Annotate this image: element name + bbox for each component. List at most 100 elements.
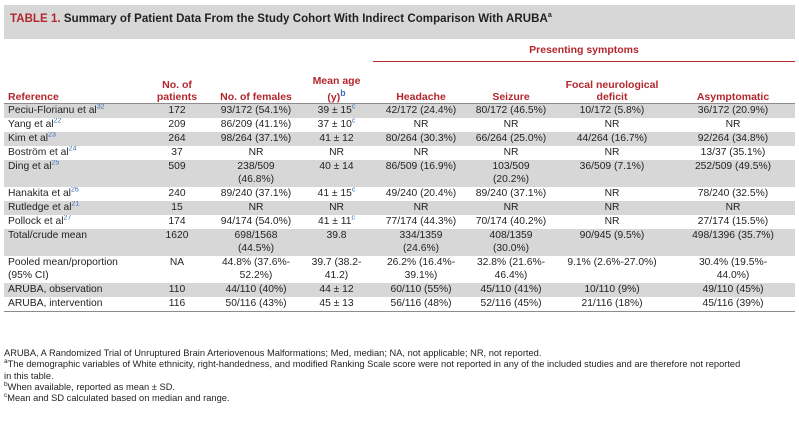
cell-females: 98/264 (37.1%) <box>212 132 300 146</box>
col-reference: Reference <box>4 61 142 104</box>
cell-females: NR <box>212 201 300 215</box>
cell-patients: 1620 <box>142 229 212 256</box>
cell-reference: Hanakita et al26 <box>8 187 79 199</box>
cell-headache: NR <box>413 119 429 130</box>
cell-females: 698/1568 (44.5%) <box>212 229 300 256</box>
cell-patients: 240 <box>168 188 186 199</box>
cell-females: 44.8% (37.6%- 52.2%) <box>221 257 291 281</box>
cell-focal-deficit: 44/264 (16.7%) <box>553 132 671 146</box>
cell-patients: 209 <box>168 119 186 130</box>
table-row: Kim et al23 264 98/264 (37.1%) 41 ± 12 80/26… <box>4 132 796 146</box>
cell-patients: 110 <box>142 283 212 297</box>
cell-seizure: NR <box>503 147 519 158</box>
cell-patients: 174 <box>168 216 186 227</box>
cell-mean-age: 39 ± 15c <box>300 103 373 118</box>
cell-headache: 42/172 (24.4%) <box>373 103 469 118</box>
table-row: Boström et al24 37 NR NR NR NR NR 13/37 (35.1%) <box>4 146 795 160</box>
patient-data-table: Presenting symptoms Reference No. of pati… <box>4 39 796 312</box>
cell-headache: 60/110 (55%) <box>373 283 469 297</box>
cell-headache: 86/509 (16.9%) <box>373 160 469 187</box>
table-row: Pollock et al27 174 94/174 (54.0%) 41 ± 11c… <box>4 215 795 229</box>
cell-patients: 264 <box>142 132 212 146</box>
cell-focal-deficit: NR <box>604 147 620 158</box>
table-row: ARUBA, intervention 116 50/116 (43%) 45 ± 1… <box>4 297 796 312</box>
cell-focal-deficit: 9.1% (2.6%-27.0%) <box>567 257 657 268</box>
cell-seizure: 408/1359 (30.0%) <box>469 229 553 256</box>
cell-headache: NR <box>373 201 469 215</box>
cell-females: 93/172 (54.1%) <box>212 103 300 118</box>
col-headache: Headache <box>373 61 469 104</box>
cell-asymptomatic: 13/37 (35.1%) <box>700 147 766 158</box>
cell-asymptomatic: 45/116 (39%) <box>671 297 796 312</box>
footnote-a: aThe demographic variables of White ethn… <box>4 358 741 381</box>
cell-mean-age: 41 ± 11c <box>317 215 355 227</box>
table-number: TABLE 1. <box>10 13 61 25</box>
cell-focal-deficit: 21/116 (18%) <box>553 297 671 312</box>
citation-link[interactable]: 22 <box>53 118 62 125</box>
cell-mean-age: 39.7 (38.2- 41.2) <box>311 257 362 281</box>
table-title: TABLE 1. Summary of Patient Data From th… <box>4 5 795 39</box>
table-row: ARUBA, observation 110 44/110 (40%) 44 ± 12… <box>4 283 796 297</box>
citation-link[interactable]: 27 <box>63 215 72 222</box>
cell-seizure: 32.8% (21.6%- 46.4%) <box>476 257 546 281</box>
cell-patients: 172 <box>142 103 212 118</box>
citation-link[interactable]: 32 <box>96 103 105 111</box>
cell-patients: NA <box>169 257 185 268</box>
cell-females: 50/116 (43%) <box>212 297 300 312</box>
cell-seizure: 89/240 (37.1%) <box>475 188 547 199</box>
cell-asymptomatic: 36/172 (20.9%) <box>671 103 796 118</box>
cell-reference: Rutledge et al21 <box>4 201 142 215</box>
cell-mean-age: NR <box>329 147 344 158</box>
col-females: No. of females <box>212 61 300 104</box>
cell-mean-age: 37 ± 10c <box>317 118 356 130</box>
citation-link[interactable]: 21 <box>71 201 80 208</box>
title-footnote-mark: a <box>547 12 552 20</box>
cell-asymptomatic: 498/1396 (35.7%) <box>671 229 796 256</box>
cell-seizure: 80/172 (46.5%) <box>469 103 553 118</box>
cell-patients: 15 <box>142 201 212 215</box>
cell-reference: ARUBA, observation <box>4 283 142 297</box>
footnotes: ARUBA, A Randomized Trial of Unruptured … <box>4 348 795 404</box>
table-body: Peciu-Florianu et al32 172 93/172 (54.1%) 3… <box>4 103 796 312</box>
cell-reference: Peciu-Florianu et al32 <box>4 103 142 118</box>
cell-headache: NR <box>413 147 429 158</box>
cell-patients: 116 <box>142 297 212 312</box>
citation-link[interactable]: 26 <box>70 187 79 194</box>
cell-asymptomatic: 49/110 (45%) <box>671 283 796 297</box>
cell-mean-age: 44 ± 12 <box>300 283 373 297</box>
cell-mean-age: NR <box>300 201 373 215</box>
col-seizure: Seizure <box>469 61 553 104</box>
cell-reference: Pollock et al27 <box>8 215 72 227</box>
cell-headache: 49/240 (20.4%) <box>385 188 457 199</box>
cell-patients: 37 <box>171 147 183 158</box>
cell-focal-deficit: 36/509 (7.1%) <box>553 160 671 187</box>
table-row: Peciu-Florianu et al32 172 93/172 (54.1%) 3… <box>4 103 796 118</box>
footnote-b: bWhen available, reported as mean ± SD. <box>4 380 175 392</box>
cell-females: 89/240 (37.1%) <box>220 188 292 199</box>
citation-link[interactable]: 25 <box>51 160 60 167</box>
cell-reference: Boström et al24 <box>8 146 77 158</box>
presenting-symptoms-header: Presenting symptoms <box>373 39 796 62</box>
cell-asymptomatic: 92/264 (34.8%) <box>671 132 796 146</box>
table-row: Pooled mean/proportion (95% CI) NA 44.8% (3… <box>4 256 795 283</box>
col-asymptomatic: Asymptomatic <box>671 61 796 104</box>
cell-asymptomatic: 78/240 (32.5%) <box>697 188 769 199</box>
cell-seizure: 45/110 (41%) <box>469 283 553 297</box>
cell-seizure: 66/264 (25.0%) <box>469 132 553 146</box>
col-focal-deficit: Focal neurological deficit <box>553 61 671 104</box>
cell-reference: Yang et al22 <box>8 118 62 130</box>
cell-asymptomatic: 27/174 (15.5%) <box>697 216 769 227</box>
col-mean-age: Mean age (y)b <box>300 61 373 104</box>
cell-mean-age: 41 ± 15c <box>317 187 356 199</box>
cell-females: 86/209 (41.1%) <box>220 119 292 130</box>
cell-patients: 509 <box>142 160 212 187</box>
citation-link[interactable]: 23 <box>48 132 56 139</box>
footnote-abbreviations: ARUBA, A Randomized Trial of Unruptured … <box>4 348 542 358</box>
cell-seizure: 103/509 (20.2%) <box>469 160 553 187</box>
cell-headache: 77/174 (44.3%) <box>385 216 457 227</box>
cell-females: 238/509 (46.8%) <box>212 160 300 187</box>
cell-females: 94/174 (54.0%) <box>220 216 292 227</box>
citation-link[interactable]: 24 <box>68 146 77 153</box>
header-group-row: Presenting symptoms <box>4 39 796 62</box>
